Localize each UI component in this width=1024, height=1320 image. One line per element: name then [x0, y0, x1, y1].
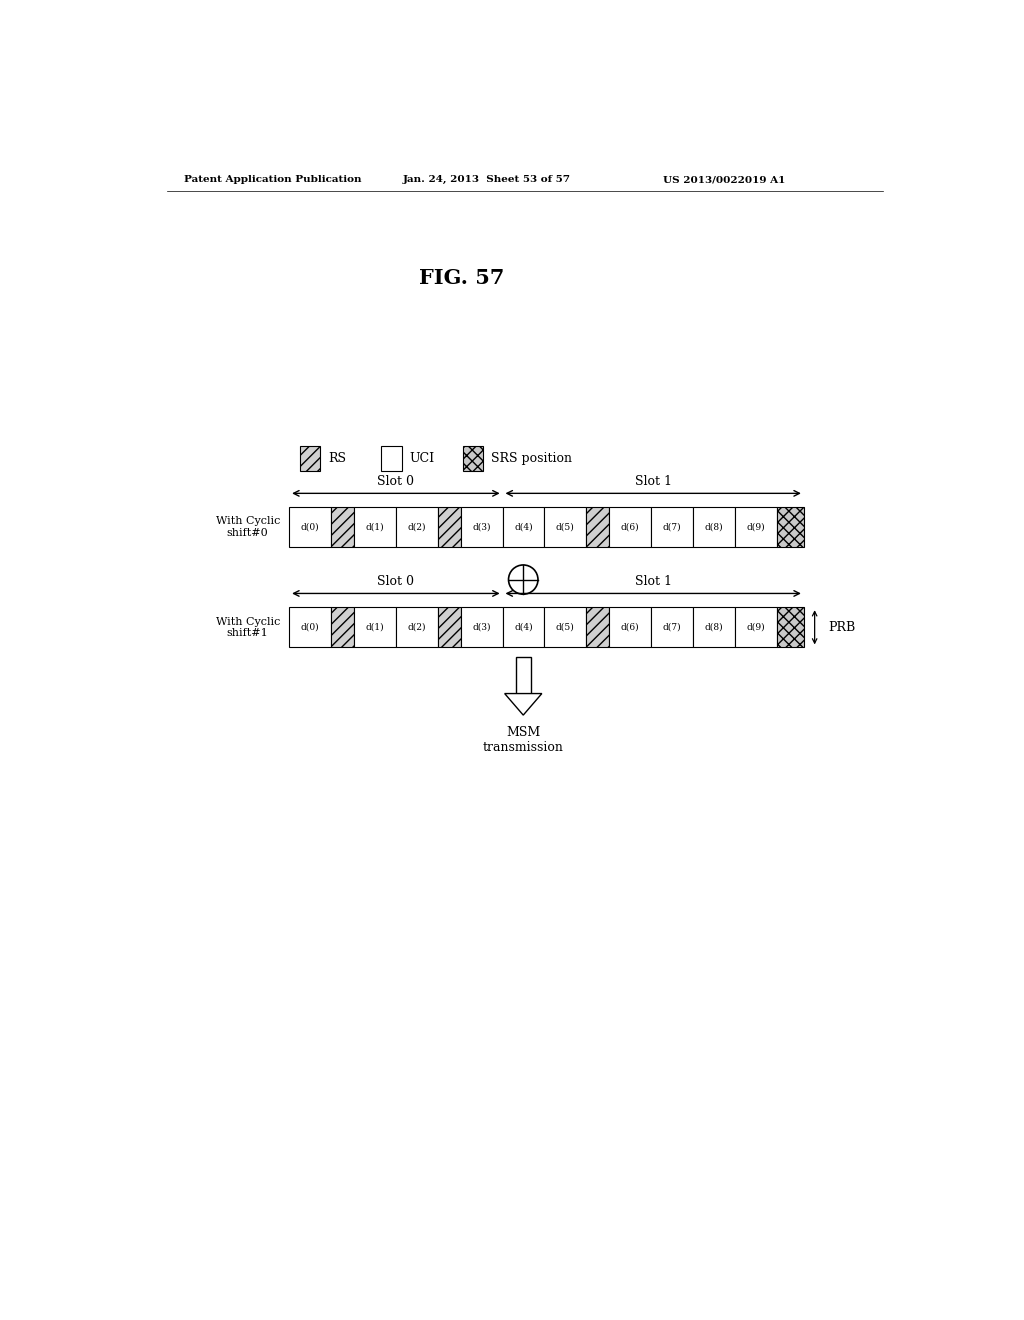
- Bar: [437, 607, 461, 647]
- Bar: [545, 607, 587, 647]
- Text: UCI: UCI: [410, 453, 434, 465]
- Bar: [587, 507, 609, 548]
- Text: Slot 0: Slot 0: [378, 475, 415, 488]
- Text: Jan. 24, 2013  Sheet 53 of 57: Jan. 24, 2013 Sheet 53 of 57: [403, 176, 571, 185]
- Bar: [503, 507, 545, 548]
- Text: RS: RS: [328, 453, 346, 465]
- Bar: [437, 507, 461, 548]
- Bar: [693, 507, 735, 548]
- Text: With Cyclic
shift#1: With Cyclic shift#1: [215, 616, 280, 638]
- Text: d(1): d(1): [366, 623, 384, 632]
- Bar: [289, 507, 331, 548]
- Text: d(9): d(9): [746, 623, 765, 632]
- Text: d(0): d(0): [301, 523, 319, 532]
- Text: d(4): d(4): [514, 523, 532, 532]
- Text: d(3): d(3): [472, 523, 490, 532]
- Polygon shape: [505, 693, 542, 715]
- Bar: [331, 507, 354, 548]
- Text: d(8): d(8): [705, 623, 723, 632]
- Text: d(2): d(2): [408, 623, 426, 632]
- Bar: [289, 607, 331, 647]
- Bar: [609, 607, 651, 647]
- Bar: [463, 446, 483, 471]
- Text: d(3): d(3): [472, 623, 490, 632]
- Text: d(8): d(8): [705, 523, 723, 532]
- Text: d(9): d(9): [746, 523, 765, 532]
- Bar: [735, 607, 776, 647]
- Text: Slot 1: Slot 1: [635, 475, 672, 488]
- Bar: [396, 507, 437, 548]
- Text: d(7): d(7): [663, 623, 681, 632]
- Bar: [587, 607, 609, 647]
- Bar: [461, 507, 503, 548]
- Bar: [776, 607, 804, 647]
- Text: d(4): d(4): [514, 623, 532, 632]
- Text: With Cyclic
shift#0: With Cyclic shift#0: [215, 516, 280, 539]
- Bar: [396, 607, 437, 647]
- Bar: [300, 446, 321, 471]
- Text: d(5): d(5): [556, 523, 574, 532]
- Text: FIG. 57: FIG. 57: [419, 268, 504, 288]
- Bar: [381, 446, 401, 471]
- Bar: [651, 507, 693, 548]
- Text: d(6): d(6): [621, 523, 639, 532]
- Text: SRS position: SRS position: [490, 453, 571, 465]
- Text: Patent Application Publication: Patent Application Publication: [183, 176, 361, 185]
- Bar: [651, 607, 693, 647]
- Bar: [609, 507, 651, 548]
- Text: d(1): d(1): [366, 523, 384, 532]
- Text: PRB: PRB: [828, 620, 856, 634]
- Bar: [354, 507, 396, 548]
- Text: d(0): d(0): [301, 623, 319, 632]
- Bar: [545, 507, 587, 548]
- Text: d(7): d(7): [663, 523, 681, 532]
- Bar: [735, 507, 776, 548]
- Bar: [776, 507, 804, 548]
- Bar: [693, 607, 735, 647]
- Text: Slot 0: Slot 0: [378, 576, 415, 589]
- Text: d(2): d(2): [408, 523, 426, 532]
- Text: Slot 1: Slot 1: [635, 576, 672, 589]
- Text: d(6): d(6): [621, 623, 639, 632]
- Bar: [503, 607, 545, 647]
- Bar: [354, 607, 396, 647]
- Bar: [331, 607, 354, 647]
- Text: d(5): d(5): [556, 623, 574, 632]
- Text: MSM
transmission: MSM transmission: [482, 726, 563, 754]
- Bar: [461, 607, 503, 647]
- Text: US 2013/0022019 A1: US 2013/0022019 A1: [663, 176, 785, 185]
- Polygon shape: [515, 656, 531, 693]
